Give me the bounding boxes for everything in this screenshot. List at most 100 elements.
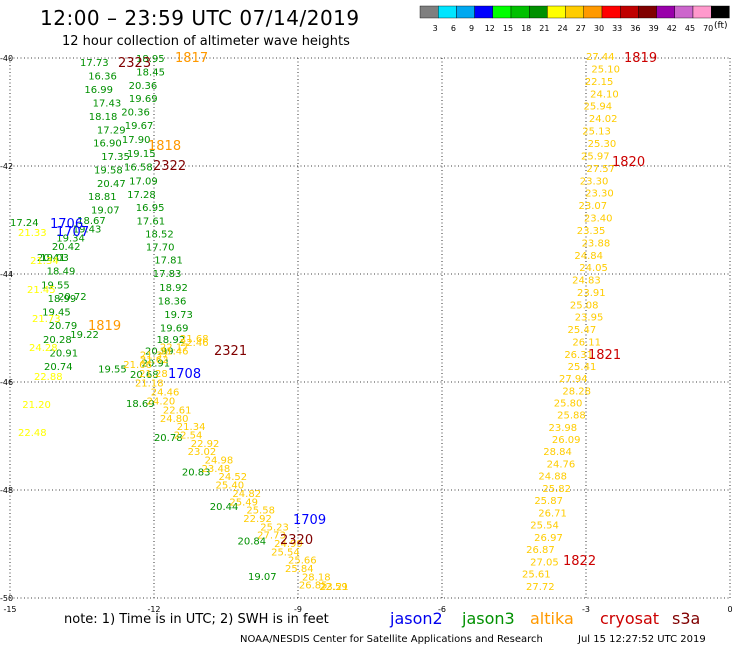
legend-bin-label: 27: [576, 24, 586, 33]
swh-value: 20.44: [210, 502, 239, 513]
swh-value: 17.29: [97, 125, 126, 136]
legend-bin-label: 24: [558, 24, 568, 33]
longitude-label: -9: [294, 605, 302, 614]
pass-time-label: 1821: [588, 348, 621, 363]
swh-value: 28.18: [302, 572, 331, 583]
legend-bin-label: 9: [469, 24, 474, 33]
swh-value: 19.67: [125, 121, 154, 132]
swh-value: 26.87: [526, 545, 555, 556]
legend-cryosat: cryosat: [600, 609, 660, 628]
swh-value: 18.92: [159, 283, 188, 294]
swh-value: 16.99: [84, 85, 113, 96]
pass-time-label: 1817: [175, 51, 208, 66]
legend-swatch: [601, 5, 621, 19]
swh-value: 23.35: [577, 226, 606, 237]
legend-bin-label: 36: [630, 24, 640, 33]
swh-value: 16.90: [93, 139, 122, 150]
swh-value: 17.83: [153, 269, 182, 280]
swh-value: 24.10: [590, 89, 619, 100]
legend-jason2: jason2: [390, 609, 443, 628]
swh-value: 18.45: [136, 67, 165, 78]
latitude-label: -40: [0, 54, 13, 63]
legend-swatch: [638, 5, 657, 19]
map-title: 12:00 – 23:59 UTC 07/14/2019: [40, 6, 360, 30]
legend-bin-label: 33: [612, 24, 622, 33]
swh-value: 21.73: [32, 314, 61, 325]
swh-value: 17.24: [10, 218, 39, 229]
swh-value: 24.02: [589, 114, 618, 125]
swh-value: 23.07: [579, 201, 608, 212]
swh-value: 18.99: [48, 294, 77, 305]
swh-value: 23.21: [320, 582, 349, 593]
swh-value: 21.33: [18, 228, 47, 239]
swh-value: 23.30: [580, 176, 609, 187]
swh-value: 19.45: [42, 308, 71, 319]
swh-value: 19.07: [91, 205, 120, 216]
legend-swatch: [674, 5, 694, 19]
longitude-label: -15: [3, 605, 16, 614]
pass-time-label: 2323: [118, 56, 151, 71]
swh-value: 19.69: [129, 94, 158, 105]
swh-value: 21.18: [135, 378, 164, 389]
legend-swatch: [692, 5, 712, 19]
swh-value: 19.58: [94, 166, 123, 177]
swh-value: 24.28: [29, 343, 58, 354]
swh-value: 17.35: [101, 152, 130, 163]
swh-value: 17.73: [80, 58, 109, 69]
swh-value: 22.46: [180, 338, 209, 349]
legend-bin-label: 30: [594, 24, 604, 33]
swh-value: 25.49: [229, 497, 258, 508]
swh-value: 24.46: [151, 388, 180, 399]
swh-value: 25.40: [215, 481, 244, 492]
swh-value: 21.34: [177, 422, 206, 433]
swh-value: 17.61: [136, 216, 165, 227]
longitude-label: -3: [582, 605, 590, 614]
swh-value: 18.92: [156, 335, 185, 346]
swh-value: 24.80: [160, 414, 189, 425]
swh-value: 25.54: [271, 547, 300, 558]
note-text: note: 1) Time is in UTC; 2) SWH is in fe…: [64, 612, 329, 627]
swh-value: 23.40: [584, 214, 613, 225]
swh-value: 22.15: [585, 77, 614, 88]
legend-swatch: [438, 5, 457, 19]
swh-value: 20.41: [37, 253, 66, 264]
swh-value: 17.81: [154, 256, 183, 267]
swh-value: 25.94: [584, 102, 613, 113]
legend-bin-label: 45: [685, 24, 695, 33]
swh-value: 19.03: [40, 253, 69, 264]
legend-jason3: jason3: [462, 609, 515, 628]
longitude-label: -12: [147, 605, 160, 614]
swh-value: 21.28: [139, 369, 168, 380]
footer-timestamp: Jul 15 12:27:52 UTC 2019: [578, 634, 706, 645]
legend-swatch: [547, 5, 566, 19]
swh-value: 22.61: [163, 405, 192, 416]
swh-value: 17.70: [146, 242, 175, 253]
map-subtitle: 12 hour collection of altimeter wave hei…: [62, 34, 350, 49]
swh-value: 25.66: [288, 556, 317, 567]
pass-time-label: 2322: [153, 159, 186, 174]
swh-value: 19.07: [248, 572, 277, 583]
swh-value: 18.95: [136, 54, 165, 65]
legend-bin-label: 70: [703, 24, 713, 33]
swh-value: 16.95: [136, 203, 165, 214]
swh-value: 27.05: [530, 557, 559, 568]
legend-swatch: [620, 5, 639, 19]
pass-time-label: 1822: [563, 554, 596, 569]
swh-value: 25.10: [591, 64, 620, 75]
swh-value: 21.68: [180, 334, 209, 345]
legend-swatch: [474, 5, 494, 19]
swh-value: 26.85: [299, 581, 328, 592]
legend-bin-label: 18: [521, 24, 531, 33]
swh-value: 22.92: [243, 514, 272, 525]
swh-value: 25.08: [570, 300, 599, 311]
legend-swatch: [510, 5, 530, 19]
swh-value: 18.67: [77, 216, 106, 227]
swh-value: 24.84: [574, 251, 603, 262]
swh-value: 20.83: [182, 468, 211, 479]
swh-value: 21.34: [30, 256, 59, 267]
swh-value: 21.46: [160, 346, 189, 357]
swh-value: 25.23: [260, 522, 289, 533]
latitude-label: -44: [0, 270, 13, 279]
swh-value: 25.84: [285, 564, 314, 575]
